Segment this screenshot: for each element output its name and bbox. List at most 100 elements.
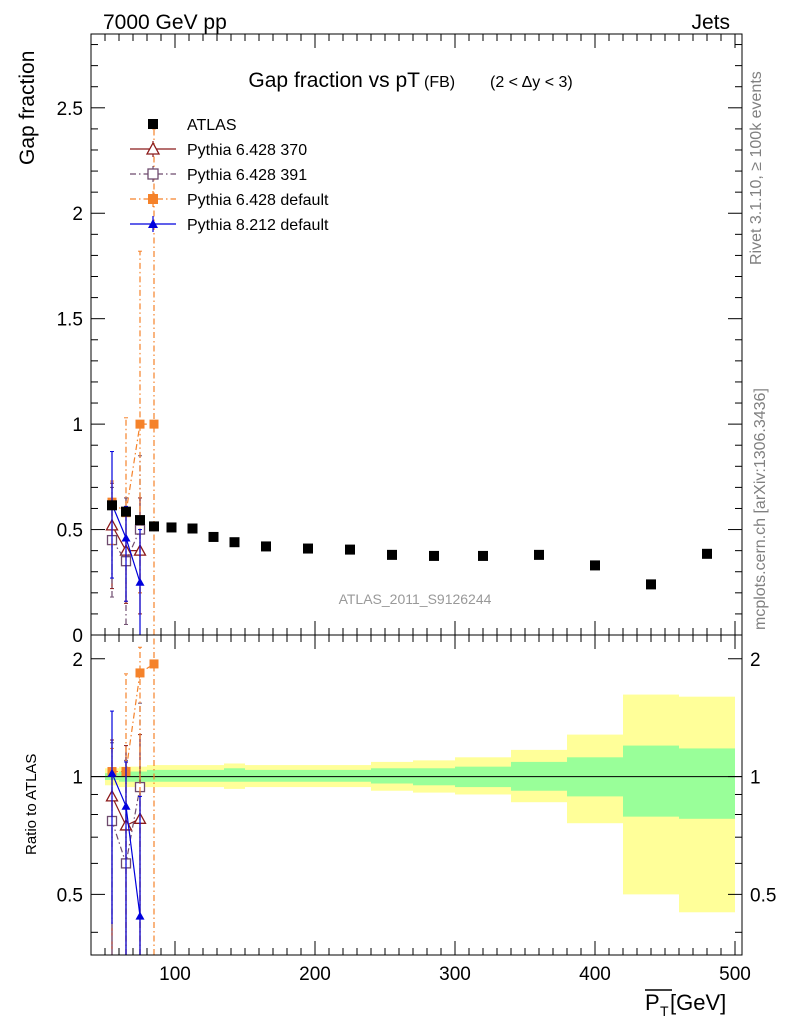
xlabel-sub: T <box>660 1003 669 1019</box>
energy-label: 7000 GeV pp <box>103 11 227 34</box>
ratio-y-tick-label-left: 1 <box>72 768 83 789</box>
data-point <box>149 419 159 429</box>
legend-item-atlas: ATLAS <box>148 117 237 134</box>
ratio-point <box>135 668 145 678</box>
y-tick-label: 0.5 <box>57 521 83 542</box>
ratio-series-pythia-6-428-default <box>107 634 159 955</box>
data-point <box>135 515 145 526</box>
legend-label-atlas: ATLAS <box>187 117 237 134</box>
legend: ATLAS Pythia 6.428 370 Pythia 6.428 391 … <box>130 117 329 234</box>
main-panel: 0 0.5 1 1.5 2 2.5 Gap fraction vs pT (FB) (2 … <box>16 33 743 647</box>
legend-symbol <box>148 119 158 129</box>
series-atlas <box>107 500 712 590</box>
legend-symbol <box>145 141 161 155</box>
data-point <box>149 521 159 532</box>
band-inner <box>371 768 413 784</box>
ratio-y-tick-label-left: 2 <box>72 650 83 671</box>
series-line-pythia-6-428-default <box>111 423 154 514</box>
process-label: Jets <box>691 11 730 34</box>
data-point <box>478 550 488 561</box>
data-point <box>187 523 198 534</box>
xlabel-p: P <box>645 990 660 1015</box>
atlas-uncertainty-band <box>105 694 735 913</box>
main-plot-area <box>105 128 712 636</box>
band-inner <box>623 745 679 817</box>
ratio-line <box>112 663 155 773</box>
ratio-axes: 0.5 0.5 1 1 2 2 100 200 300 400 500 <box>57 635 776 985</box>
data-point <box>429 550 439 561</box>
data-point <box>121 533 131 542</box>
ratio-point <box>107 768 117 777</box>
legend-label-pythia-6428-default: Pythia 6.428 default <box>187 192 329 209</box>
data-point <box>646 579 656 590</box>
ratio-series-pythia-8-212-default <box>107 710 145 955</box>
main-ylabel: Gap fraction <box>16 51 39 165</box>
ratio-frame <box>90 634 743 956</box>
ratio-plot-area <box>91 634 742 955</box>
data-point <box>208 531 219 542</box>
chart-title-sub: (FB) <box>424 74 455 91</box>
data-point <box>387 549 397 560</box>
legend-label-pythia-8212-default: Pythia 8.212 default <box>187 217 329 234</box>
y-tick-label: 1 <box>72 415 83 436</box>
x-tick-label: 400 <box>579 964 611 985</box>
legend-symbol <box>147 168 159 180</box>
legend-item-pythia-6428-default: Pythia 6.428 default <box>130 191 329 209</box>
ratio-point <box>135 911 145 920</box>
xlabel-unit: [GeV] <box>670 990 726 1015</box>
legend-item-pythia-6428-370: Pythia 6.428 370 <box>130 141 307 159</box>
data-point <box>121 506 131 517</box>
band-inner <box>182 769 203 782</box>
legend-item-pythia-8212-default: Pythia 8.212 default <box>130 216 329 234</box>
data-point <box>303 543 313 554</box>
legend-label-pythia-6428-391: Pythia 6.428 391 <box>187 167 307 184</box>
data-point <box>590 560 600 571</box>
main-axes: 0 0.5 1 1.5 2 2.5 <box>57 34 742 647</box>
ratio-point <box>149 659 159 669</box>
legend-marker-pythia-6428-default <box>130 191 176 207</box>
legend-label-pythia-6428-370: Pythia 6.428 370 <box>187 142 307 159</box>
chart-title: Gap fraction vs pT <box>248 69 420 92</box>
x-tick-label: 300 <box>439 964 471 985</box>
site-label: mcplots.cern.ch [arXiv:1306.3436] <box>752 388 769 630</box>
y-tick-label: 2 <box>72 204 83 225</box>
band-inner <box>224 768 245 782</box>
data-point <box>345 544 355 555</box>
data-point <box>107 500 117 511</box>
legend-symbol <box>148 194 158 204</box>
ratio-y-tick-label-left: 0.5 <box>57 885 83 906</box>
analysis-label: ATLAS_2011_S9126244 <box>339 591 492 607</box>
ratio-y-tick-label-right: 0.5 <box>750 885 776 906</box>
data-point <box>261 541 271 552</box>
ratio-point <box>121 801 131 810</box>
data-point <box>702 548 712 559</box>
ratio-ylabel: Ratio to ATLAS <box>23 754 40 855</box>
x-tick-label: 100 <box>159 964 191 985</box>
x-tick-label: 200 <box>299 964 331 985</box>
data-point <box>135 577 145 586</box>
legend-marker-atlas <box>148 119 158 129</box>
band-inner <box>203 769 224 782</box>
ratio-y-tick-label-right: 1 <box>750 768 761 789</box>
y-tick-label: 0 <box>72 626 83 647</box>
data-point <box>229 537 240 548</box>
ratio-panel: 0.5 0.5 1 1 2 2 100 200 300 400 500 Ratio to ATLAS… <box>23 634 776 1019</box>
rivet-label: Rivet 3.1.10, ≥ 100k events <box>748 71 765 265</box>
legend-item-pythia-6428-391: Pythia 6.428 391 <box>130 166 307 184</box>
data-point <box>534 549 544 560</box>
legend-symbol <box>148 219 158 228</box>
ratio-y-tick-label-right: 2 <box>750 650 761 671</box>
data-point <box>166 522 177 533</box>
band-inner <box>287 769 329 782</box>
legend-marker-pythia-6428-391 <box>130 166 176 182</box>
legend-marker-pythia-6428-370 <box>130 141 176 157</box>
x-tick-label: 500 <box>719 964 751 985</box>
band-inner <box>161 769 182 782</box>
band-inner <box>245 769 287 782</box>
band-inner <box>329 769 371 782</box>
data-point <box>135 419 145 429</box>
legend-marker-pythia-8212-default <box>130 216 176 232</box>
y-tick-label: 1.5 <box>57 310 83 331</box>
x-axis-label: P T [GeV] <box>645 989 726 1019</box>
